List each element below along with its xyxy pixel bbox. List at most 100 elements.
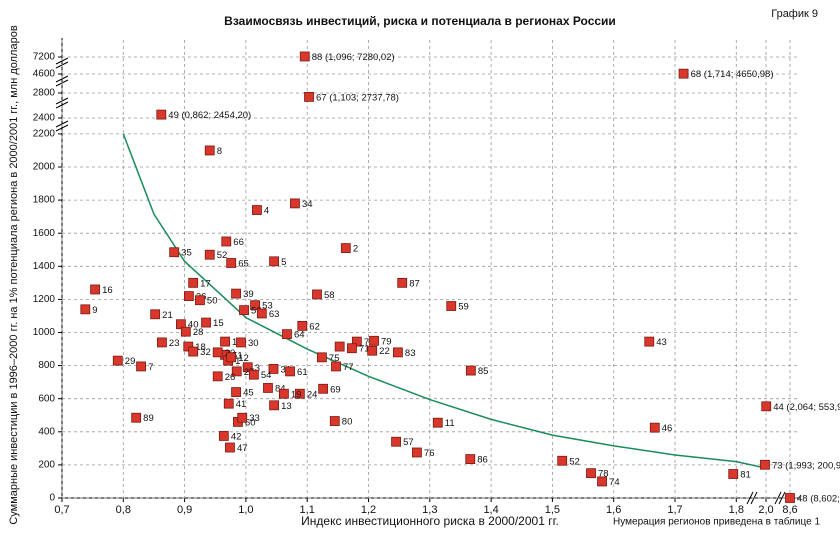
y-tick-label: 0 (49, 493, 55, 504)
point-label: 66 (233, 237, 244, 248)
x-tick-label: 1,7 (667, 504, 682, 516)
point-label: 16 (102, 285, 113, 296)
data-point (226, 352, 237, 363)
data-point (263, 383, 273, 393)
point-label: 44 (2,064; 553,92) (773, 402, 840, 413)
data-point (188, 346, 199, 357)
x-tick-label: 1,2 (361, 504, 376, 516)
point-label: 53 (262, 301, 273, 312)
point-label: 65 (238, 259, 249, 270)
point-label: 30 (248, 338, 259, 349)
x-tick-label: 1,8 (729, 504, 744, 516)
data-point (644, 336, 655, 347)
point-label: 32 (200, 347, 211, 358)
note: Нумерация регионов приведена в таблице 1 (613, 516, 820, 528)
y-tick-label: 1800 (33, 195, 56, 206)
axis-breaks (55, 57, 786, 505)
data-point (242, 362, 253, 373)
point-label: 24 (307, 389, 318, 400)
x-tick-label: 1,4 (483, 504, 498, 516)
data-point (225, 442, 235, 453)
point-label: 56 (251, 306, 262, 317)
y-tick-label: 1000 (33, 327, 56, 338)
data-point (237, 412, 248, 423)
data-point (90, 284, 101, 295)
point-label: 68 (1,714; 4650,98) (691, 69, 774, 80)
data-point (201, 317, 211, 328)
data-point (195, 295, 205, 306)
point-label: 64 (294, 330, 305, 341)
point-label: 13 (281, 401, 292, 412)
data-point (183, 341, 194, 352)
point-label: 78 (598, 469, 609, 480)
data-point (221, 236, 232, 247)
point-label: 8 (217, 146, 222, 157)
point-label: 49 (0,862; 2454,20) (168, 110, 251, 121)
point-label: 81 (740, 470, 751, 481)
y-tick-label: 400 (38, 426, 55, 437)
point-label: 62 (309, 321, 320, 332)
point-label: 87 (409, 278, 420, 289)
y-tick-label: 1400 (33, 261, 56, 272)
point-label: 77 (343, 362, 354, 373)
point-label: 50 (207, 296, 218, 307)
data-point (785, 493, 795, 503)
point-label: 58 (324, 290, 335, 301)
data-point (728, 469, 739, 479)
data-point (446, 301, 457, 311)
point-label: 60 (245, 417, 256, 428)
data-point (188, 277, 199, 288)
point-label: 28 (193, 327, 204, 338)
data-point (248, 369, 259, 380)
point-label: 34 (302, 199, 313, 210)
data-point (112, 355, 123, 366)
data-point (347, 343, 357, 354)
point-label: 75 (329, 353, 340, 364)
point-label: 88 (1,096; 7280,02) (312, 52, 395, 63)
data-point (432, 417, 443, 428)
x-tick-label: 1,0 (238, 504, 253, 516)
x-tick-label: 0,8 (116, 504, 131, 516)
data-point (369, 335, 379, 346)
x-axis-label: Индекс инвестиционного риска в 2000/2001… (301, 514, 559, 528)
point-label: 33 (249, 413, 260, 424)
data-point (290, 198, 300, 209)
chart-title: Взаимосвязь инвестиций, риска и потенциа… (224, 14, 616, 28)
data-point (212, 347, 223, 358)
point-label: 76 (424, 448, 435, 459)
data-point (169, 247, 180, 258)
point-label: 19 (291, 389, 302, 400)
y-tick-label: 2400 (33, 113, 56, 124)
data-point (269, 400, 279, 411)
data-point (223, 398, 234, 409)
data-point (204, 145, 215, 156)
data-point (183, 291, 194, 301)
x-tick-label: 1,6 (606, 504, 621, 516)
point-label: 48 (8,602; 0) (797, 494, 840, 505)
point-label: 17 (200, 278, 211, 289)
point-label: 59 (458, 302, 469, 313)
data-point (294, 388, 305, 399)
point-label: 3 (255, 363, 260, 374)
point-label: 9 (92, 305, 97, 316)
data-point (761, 401, 772, 412)
y-tick-label: 4600 (33, 69, 56, 80)
x-tick-label: 0,9 (177, 504, 192, 516)
data-point (231, 288, 241, 299)
data-point (465, 454, 476, 465)
point-label: 43 (656, 337, 667, 348)
point-label: 85 (478, 366, 489, 377)
data-point (226, 258, 237, 268)
data-point (285, 366, 295, 377)
data-point (256, 308, 267, 319)
data-point (204, 249, 215, 260)
point-label: 26 (225, 372, 236, 383)
point-label: 52 (217, 250, 228, 261)
x-tick-label: 0,7 (54, 504, 69, 516)
data-point (649, 422, 660, 433)
point-label: 29 (125, 356, 136, 367)
data-point (131, 412, 142, 423)
y-tick-label: 2000 (33, 162, 56, 173)
data-point (329, 416, 340, 426)
